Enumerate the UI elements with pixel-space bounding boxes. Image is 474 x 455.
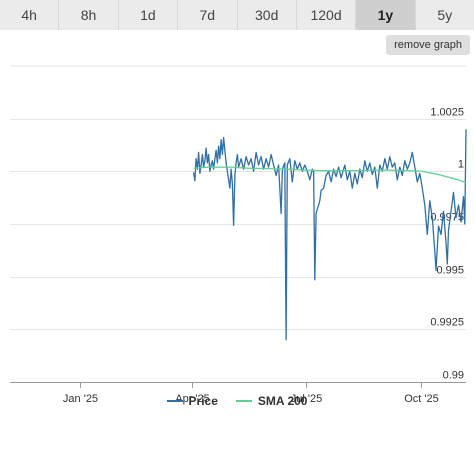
tab-1y[interactable]: 1y: [356, 0, 415, 30]
series-line-price: [192, 129, 467, 341]
x-axis: Jan '25 Apr '25 Jul '25 Oct '25: [10, 382, 466, 405]
tab-4h[interactable]: 4h: [0, 0, 59, 30]
y-tick-label: 1: [458, 159, 464, 171]
tab-120d[interactable]: 120d: [296, 0, 356, 30]
legend-item-price[interactable]: Price: [166, 394, 218, 408]
legend-swatch: [166, 400, 183, 402]
y-tick-label: 0.9925: [430, 317, 464, 329]
chart-series: [192, 129, 467, 341]
x-tick-label: Jul '25: [291, 393, 322, 405]
tab-30d[interactable]: 30d: [237, 0, 296, 30]
chart-grid: [10, 65, 466, 383]
legend-swatch: [235, 400, 252, 402]
series-line-sma-200: [193, 166, 467, 184]
y-tick-label: 0.99: [443, 370, 464, 382]
y-axis: 1.0025 1 0.9975 0.995 0.9925 0.99: [430, 107, 464, 382]
tab-7d[interactable]: 7d: [178, 0, 237, 30]
tab-5y[interactable]: 5y: [415, 0, 474, 30]
tab-1d[interactable]: 1d: [118, 0, 178, 30]
x-tick-label: Oct '25: [404, 393, 439, 405]
legend-item-sma-200[interactable]: SMA 200: [235, 394, 308, 408]
x-tick-label: Apr '25: [175, 393, 210, 405]
remove-graph-button[interactable]: remove graph: [386, 35, 470, 55]
legend-label: Price: [188, 394, 218, 408]
y-tick-label: 0.995: [436, 265, 464, 277]
legend-label: SMA 200: [257, 394, 308, 408]
x-tick-label: Jan '25: [63, 393, 98, 405]
y-tick-label: 0.9975: [430, 212, 464, 224]
timeframe-tabs: 4h 8h 1d 7d 30d 120d 1y 5y: [0, 0, 474, 30]
y-tick-label: 1.0025: [430, 107, 464, 119]
tab-8h[interactable]: 8h: [59, 0, 118, 30]
chart-legend: Price SMA 200: [0, 392, 474, 410]
